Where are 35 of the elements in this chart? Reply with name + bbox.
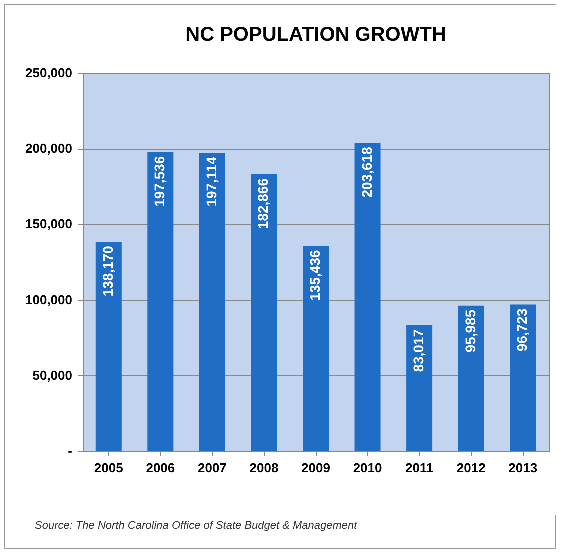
source-note: Source: The North Carolina Office of State Budget & Management (35, 520, 358, 532)
y-tick-label: 250,000 (26, 66, 72, 80)
bar (96, 242, 122, 451)
y-tick-label: 100,000 (26, 292, 72, 308)
x-tick-label: 2011 (405, 460, 434, 476)
x-tick-label: 2005 (94, 460, 124, 476)
data-label: 182,866 (255, 178, 272, 230)
y-tick-label: 50,000 (32, 368, 72, 383)
x-tick-label: 2012 (456, 460, 486, 476)
bar (510, 304, 536, 451)
bar (251, 174, 278, 451)
x-tick-label: 2009 (302, 460, 330, 476)
bar (458, 306, 484, 451)
data-label: 197,114 (203, 156, 220, 207)
bar (354, 143, 381, 451)
x-tick-label: 2006 (146, 460, 176, 476)
bar (199, 152, 226, 451)
y-tick-label: 200,000 (26, 141, 72, 156)
data-label: 203,618 (358, 146, 375, 198)
data-label: 96,723 (514, 308, 530, 352)
y-tick-label: 150,000 (26, 216, 72, 232)
bar (303, 246, 329, 451)
x-tick-label: 2013 (508, 460, 538, 476)
x-tick-label: 2010 (353, 460, 382, 476)
x-tick-label: 2007 (198, 460, 227, 476)
x-tick-label: 2008 (250, 460, 279, 476)
data-label: 95,985 (462, 310, 478, 353)
bar (148, 152, 174, 451)
data-label: 197,536 (152, 156, 168, 207)
bar (406, 325, 433, 451)
data-label: 138,170 (100, 246, 116, 297)
data-label: 83,017 (410, 329, 427, 372)
data-label: 135,436 (307, 250, 323, 301)
chart-title: NC POPULATION GROWTH (186, 24, 446, 46)
y-tick-label: - (68, 444, 72, 458)
